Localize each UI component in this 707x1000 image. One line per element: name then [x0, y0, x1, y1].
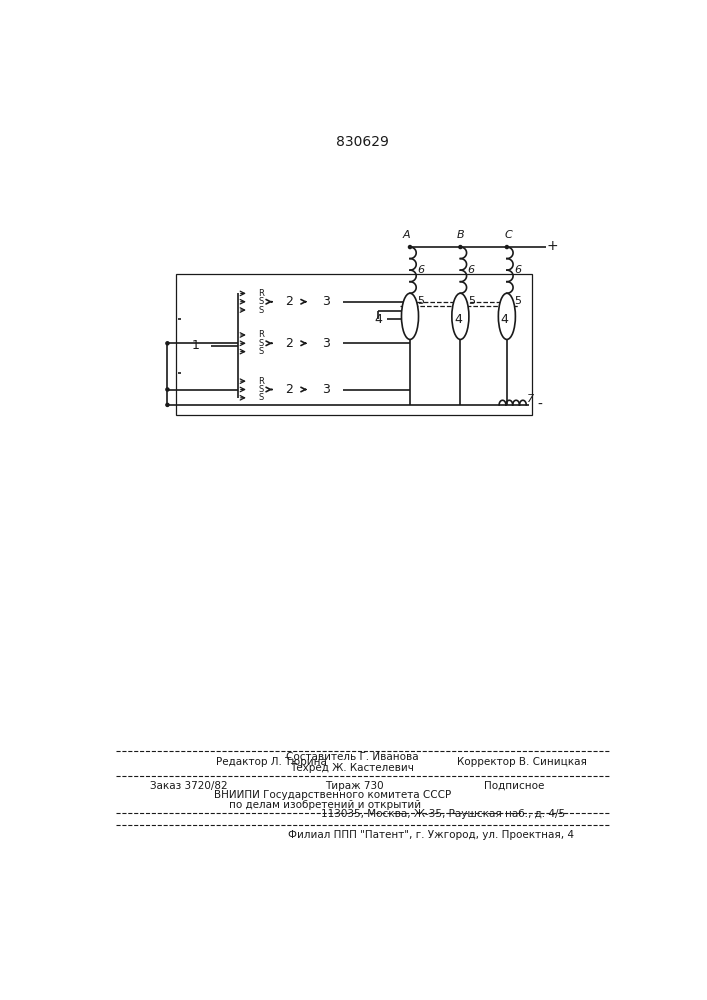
Text: 2: 2	[285, 383, 293, 396]
Bar	[247, 376, 269, 403]
Bar	[275, 329, 303, 357]
Bar	[310, 329, 343, 357]
Text: R: R	[258, 289, 264, 298]
Text: 5: 5	[514, 296, 521, 306]
Ellipse shape	[452, 293, 469, 339]
Circle shape	[506, 300, 508, 303]
Circle shape	[166, 388, 169, 391]
Bar	[310, 288, 343, 316]
Text: 4: 4	[374, 313, 382, 326]
Text: 2: 2	[285, 295, 293, 308]
Bar	[275, 376, 303, 403]
Text: B: B	[457, 231, 464, 240]
Text: S: S	[258, 347, 263, 356]
Text: 7: 7	[527, 394, 534, 404]
Text: Корректор В. Синицкая: Корректор В. Синицкая	[457, 757, 588, 767]
Bar	[370, 311, 387, 328]
Text: 2: 2	[285, 337, 293, 350]
Circle shape	[409, 388, 411, 391]
Circle shape	[506, 246, 508, 249]
Ellipse shape	[402, 293, 419, 339]
Text: -: -	[537, 398, 542, 412]
Text: Подписное: Подписное	[484, 781, 545, 791]
Text: S: S	[258, 306, 263, 315]
Text: C: C	[505, 231, 513, 240]
Bar	[450, 311, 467, 328]
Text: 3: 3	[322, 337, 330, 350]
Text: 6: 6	[514, 265, 521, 275]
Text: +: +	[546, 239, 558, 253]
Circle shape	[341, 342, 344, 345]
Text: ВНИИПИ Государственного комитета СССР: ВНИИПИ Государственного комитета СССР	[214, 790, 451, 800]
Text: S: S	[258, 393, 263, 402]
Circle shape	[166, 403, 169, 406]
Text: A: A	[402, 231, 410, 240]
Circle shape	[409, 300, 411, 303]
Text: Филиал ППП "Патент", г. Ужгород, ул. Проектная, 4: Филиал ППП "Патент", г. Ужгород, ул. Про…	[288, 830, 574, 840]
Circle shape	[341, 300, 344, 303]
Bar	[275, 288, 303, 316]
Circle shape	[506, 403, 508, 406]
Circle shape	[409, 342, 411, 345]
Bar	[247, 288, 269, 316]
Circle shape	[459, 300, 462, 303]
Text: 6: 6	[467, 265, 475, 275]
Text: Техред Ж. Кастелевич: Техред Ж. Кастелевич	[290, 763, 414, 773]
Text: 5: 5	[417, 296, 424, 306]
Text: 4: 4	[454, 313, 462, 326]
Bar	[496, 311, 513, 328]
Bar	[182, 292, 211, 400]
Text: R: R	[258, 330, 264, 339]
Text: Тираж 730: Тираж 730	[325, 781, 383, 791]
Text: 830629: 830629	[337, 135, 389, 149]
Text: R: R	[258, 377, 264, 386]
Text: Заказ 3720/82: Заказ 3720/82	[151, 781, 228, 791]
Text: S: S	[258, 297, 263, 306]
Circle shape	[236, 344, 240, 347]
Text: 3: 3	[322, 383, 330, 396]
Bar	[310, 376, 343, 403]
Text: 1: 1	[192, 339, 200, 352]
Text: S: S	[258, 385, 263, 394]
Text: S: S	[258, 339, 263, 348]
Text: по делам изобретений и открытий: по делам изобретений и открытий	[228, 800, 421, 810]
Text: Редактор Л. Тюрина: Редактор Л. Тюрина	[216, 757, 327, 767]
Text: 6: 6	[417, 265, 424, 275]
Circle shape	[459, 246, 462, 249]
Circle shape	[409, 403, 411, 406]
Bar	[176, 274, 532, 415]
Text: 5: 5	[468, 296, 474, 306]
Text: 113035, Москва, Ж-35, Раушская наб., д. 4/5: 113035, Москва, Ж-35, Раушская наб., д. …	[321, 809, 565, 819]
Circle shape	[409, 403, 411, 406]
Circle shape	[166, 342, 169, 345]
Circle shape	[459, 403, 462, 406]
Text: 4: 4	[501, 313, 508, 326]
Circle shape	[341, 388, 344, 391]
Text: 3: 3	[322, 295, 330, 308]
Bar	[247, 329, 269, 357]
Text: Составитель Г. Иванова: Составитель Г. Иванова	[286, 752, 418, 762]
Circle shape	[409, 246, 411, 249]
Ellipse shape	[498, 293, 515, 339]
